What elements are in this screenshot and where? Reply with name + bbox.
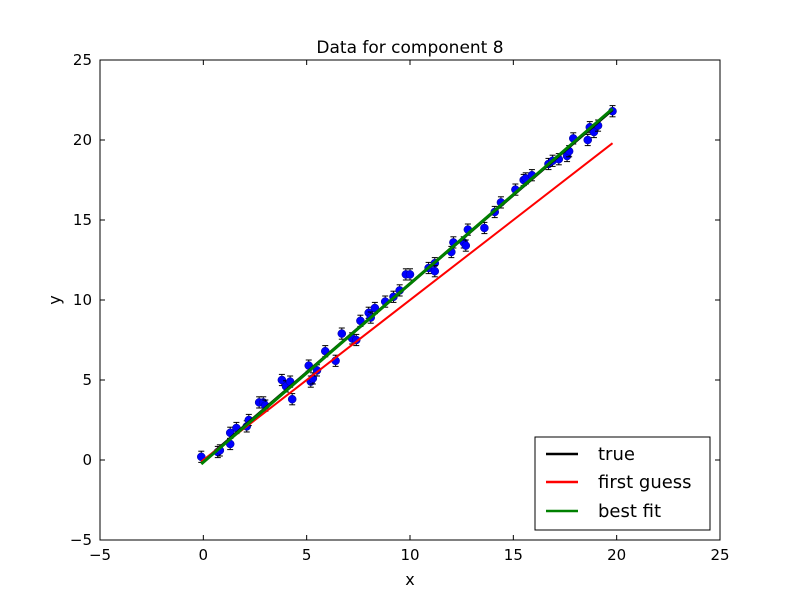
y-tick-label: 0 <box>82 451 92 469</box>
data-point-group <box>277 373 287 387</box>
x-tick-label: 0 <box>199 546 209 564</box>
legend-label-best-fit: best fit <box>598 501 661 522</box>
series-line-best-fit <box>200 107 614 466</box>
data-point-group <box>337 327 347 340</box>
x-tick-label: 20 <box>607 546 626 564</box>
data-point-group <box>583 133 592 147</box>
y-tick-label: 20 <box>73 131 92 149</box>
x-tick-label: 25 <box>710 546 729 564</box>
y-axis: −5 0 5 10 15 20 25 <box>70 51 720 549</box>
data-point <box>461 241 471 250</box>
data-point-group <box>405 268 415 281</box>
legend-frame <box>534 436 711 531</box>
x-axis: −5 0 5 10 15 20 25 <box>89 60 730 564</box>
data-point <box>405 270 415 279</box>
series-line-first-guess <box>200 142 614 463</box>
x-tick-label: 5 <box>302 546 312 564</box>
x-axis-label: x <box>405 570 414 589</box>
data-point <box>480 223 489 233</box>
plot-area <box>197 105 617 466</box>
data-point <box>287 394 297 404</box>
data-point <box>277 375 287 385</box>
y-tick-label: 10 <box>73 291 92 309</box>
y-tick-label: 25 <box>73 51 92 69</box>
data-point-group <box>461 239 471 252</box>
x-tick-label: 15 <box>504 546 523 564</box>
x-tick-label: 10 <box>400 546 419 564</box>
data-point-group <box>287 393 297 406</box>
legend: true first guess best fit <box>534 436 711 531</box>
legend-label-true: true <box>598 444 635 465</box>
data-point <box>430 266 440 276</box>
y-tick-label: −5 <box>70 531 92 549</box>
data-point <box>589 127 599 137</box>
legend-label-first-guess: first guess <box>598 472 692 493</box>
y-tick-label: 5 <box>82 371 92 389</box>
data-point-group <box>215 444 225 457</box>
chart-title: Data for component 8 <box>316 38 503 58</box>
y-axis-label: y <box>45 295 64 304</box>
data-point <box>337 329 347 338</box>
data-point-group <box>430 265 440 278</box>
data-point <box>583 135 592 145</box>
x-tick-label: −5 <box>89 546 111 564</box>
y-tick-label: 15 <box>73 211 92 229</box>
